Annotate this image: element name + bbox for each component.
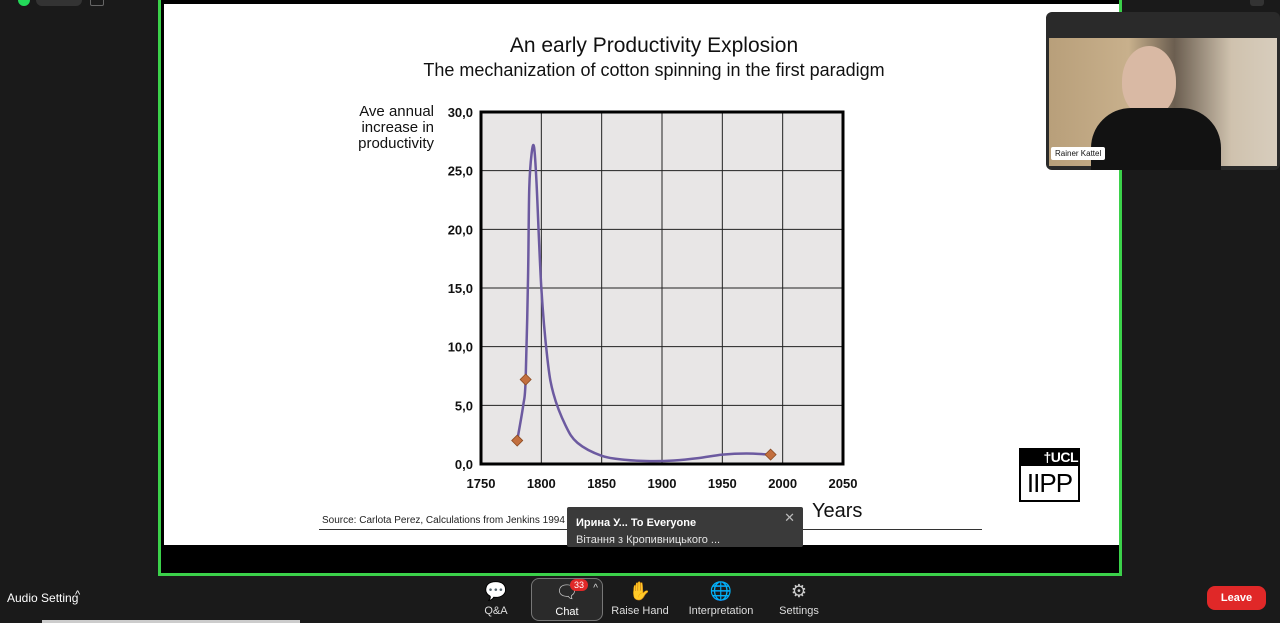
x-axis-unit-label: Years bbox=[812, 500, 863, 522]
chevron-up-icon[interactable]: ^ bbox=[75, 589, 81, 601]
x-tick-label: 1850 bbox=[587, 476, 616, 491]
globe-icon: 🌐 bbox=[709, 581, 733, 601]
data-point-marker bbox=[519, 373, 532, 386]
leave-button[interactable]: Leave bbox=[1207, 586, 1266, 610]
slide-subtitle: The mechanization of cotton spinning in … bbox=[423, 60, 885, 80]
chat-notification[interactable]: Ирина У... To Everyone Вітання з Кропивн… bbox=[567, 507, 803, 547]
logo-iipp-text: IIPP bbox=[1019, 466, 1080, 502]
interpretation-label: Interpretation bbox=[688, 605, 754, 617]
person-body bbox=[1091, 108, 1221, 170]
y-tick-label: 20,0 bbox=[448, 222, 473, 237]
chat-icon: 🗨 bbox=[555, 582, 579, 602]
y-tick-label: 5,0 bbox=[455, 398, 473, 413]
raise-hand-button[interactable]: ✋ Raise Hand bbox=[609, 578, 671, 621]
x-tick-label: 2000 bbox=[768, 476, 797, 491]
presentation-slide: An early Productivity Explosion The mech… bbox=[164, 4, 1119, 545]
chat-message-preview: Вітання з Кропивницького ... bbox=[576, 534, 721, 546]
x-tick-label: 1900 bbox=[648, 476, 677, 491]
qa-button[interactable]: 💬 Q&A bbox=[476, 578, 516, 621]
corner-menu-icon[interactable] bbox=[1250, 0, 1264, 6]
meeting-toolbar: Audio Setting ^ 💬 Q&A 🗨 33 ^ Chat ✋ Rais… bbox=[0, 576, 1280, 623]
qa-label: Q&A bbox=[484, 605, 508, 617]
logo-ucl-text: †UCL bbox=[1019, 448, 1080, 466]
chat-button[interactable]: 🗨 33 ^ Chat bbox=[531, 578, 603, 621]
shared-screen-frame: An early Productivity Explosion The mech… bbox=[158, 0, 1122, 576]
video-feed bbox=[1049, 38, 1277, 170]
audio-setting-button[interactable]: Audio Setting bbox=[7, 591, 79, 605]
y-tick-label: 15,0 bbox=[448, 281, 473, 296]
status-pill bbox=[36, 0, 82, 6]
y-axis-label-line: increase in bbox=[361, 119, 434, 136]
x-tick-label: 2050 bbox=[829, 476, 858, 491]
bottom-progress-strip bbox=[42, 620, 300, 623]
chat-sender: Ирина У... To Everyone bbox=[576, 517, 697, 529]
y-tick-label: 30,0 bbox=[448, 105, 473, 120]
hand-icon: ✋ bbox=[628, 581, 652, 601]
productivity-series-line bbox=[515, 143, 771, 463]
participant-video-tile[interactable]: Rainer Kattel bbox=[1046, 12, 1280, 170]
settings-button[interactable]: ⚙ Settings bbox=[774, 578, 824, 621]
data-point-marker bbox=[764, 448, 777, 461]
qa-icon: 💬 bbox=[484, 581, 508, 601]
chat-unread-badge: 33 bbox=[570, 579, 589, 591]
chevron-up-icon[interactable]: ^ bbox=[593, 583, 598, 594]
plot-border bbox=[479, 110, 845, 466]
y-tick-label: 25,0 bbox=[448, 164, 473, 179]
interpretation-button[interactable]: 🌐 Interpretation bbox=[685, 578, 757, 621]
person-head bbox=[1122, 46, 1176, 116]
data-point-marker bbox=[511, 434, 524, 447]
ucl-iipp-logo: †UCL IIPP bbox=[1019, 448, 1080, 502]
participant-name-tag: Rainer Kattel bbox=[1051, 147, 1106, 160]
close-icon[interactable]: ✕ bbox=[784, 510, 795, 525]
x-tick-label: 1800 bbox=[527, 476, 556, 491]
x-tick-label: 1950 bbox=[708, 476, 737, 491]
y-tick-label: 0,0 bbox=[455, 457, 473, 472]
y-tick-label: 10,0 bbox=[448, 340, 473, 355]
status-dot-icon bbox=[18, 0, 30, 6]
top-status-stub bbox=[0, 0, 120, 8]
source-note: Source: Carlota Perez, Calculations from… bbox=[322, 515, 565, 526]
chat-label: Chat bbox=[555, 606, 579, 618]
slide-title: An early Productivity Explosion bbox=[509, 34, 799, 57]
x-tick-label: 1750 bbox=[467, 476, 496, 491]
view-icon[interactable] bbox=[90, 0, 104, 6]
productivity-chart: 1750 1800 1850 1900 1950 2000 2050 0,0 5,0 10,0 15… bbox=[448, 105, 858, 491]
y-axis-label: Ave annual increase in productivity bbox=[334, 104, 434, 152]
raise-hand-label: Raise Hand bbox=[611, 605, 669, 617]
settings-label: Settings bbox=[779, 605, 819, 617]
gear-icon: ⚙ bbox=[790, 581, 808, 601]
y-axis-label-line: Ave annual bbox=[359, 103, 434, 120]
y-axis-label-line: productivity bbox=[358, 135, 434, 152]
